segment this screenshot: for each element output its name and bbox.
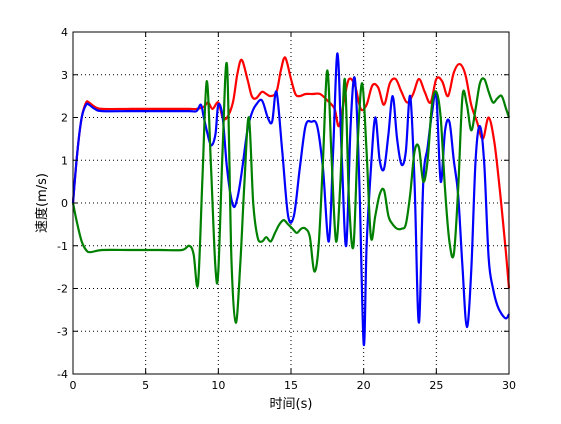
x-tick-label: 30: [502, 379, 516, 392]
y-tick-label: -3: [57, 325, 68, 338]
x-axis-label: 时间(s): [270, 397, 313, 412]
y-tick-label: -2: [57, 283, 68, 296]
x-tick-label: 5: [142, 379, 149, 392]
y-tick-label: 4: [61, 26, 68, 39]
y-axis-label: 速度(m/s): [34, 173, 50, 233]
x-tick-label: 15: [284, 379, 298, 392]
x-tick-label: 20: [357, 379, 371, 392]
y-tick-label: 1: [61, 154, 68, 167]
x-tick-labels: 0 5 10 15 20 25 30: [70, 379, 517, 392]
x-tick-label: 25: [429, 379, 443, 392]
series-line-2: [71, 52, 510, 346]
x-tick-label: 10: [211, 379, 225, 392]
series-lines: [71, 52, 511, 346]
y-tick-labels: -4 -3 -2 -1 0 1 2 3 4: [57, 26, 68, 381]
axis-ticks: [72, 31, 510, 375]
x-tick-label: 0: [70, 379, 77, 392]
y-tick-label: 2: [61, 112, 68, 125]
y-tick-label: 0: [61, 197, 68, 210]
y-tick-label: 3: [61, 69, 68, 82]
y-tick-label: -4: [57, 368, 68, 381]
y-tick-label: -1: [57, 240, 68, 253]
series-line-3: [71, 62, 511, 324]
